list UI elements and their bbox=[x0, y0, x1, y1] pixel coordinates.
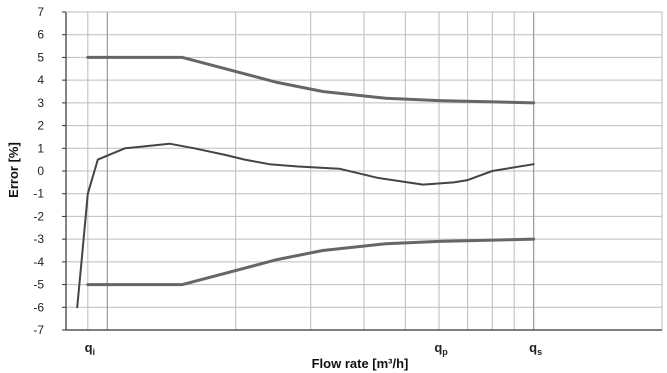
y-tick-label: 0 bbox=[37, 164, 44, 178]
y-tick-label: 4 bbox=[37, 73, 44, 87]
y-tick-label: -4 bbox=[33, 255, 44, 269]
upper-limit-line bbox=[86, 55, 536, 105]
y-tick-label: 3 bbox=[37, 96, 44, 110]
y-tick-label: -3 bbox=[33, 232, 44, 246]
y-axis-title: Error [%] bbox=[6, 142, 21, 198]
x-axis-title: Flow rate [m³/h] bbox=[312, 356, 409, 371]
x-tick-labels: qi qp qs bbox=[85, 340, 543, 357]
y-tick-label: -7 bbox=[33, 323, 44, 337]
y-tick-labels: 7 6 5 4 3 2 1 0 -1 -2 -3 -4 -5 -6 -7 bbox=[33, 5, 66, 337]
x-tick-label: qp bbox=[434, 340, 448, 357]
y-tick-label: 2 bbox=[37, 119, 44, 133]
y-tick-label: -2 bbox=[33, 209, 44, 223]
y-tick-label: 7 bbox=[37, 5, 44, 19]
x-tick-label: qs bbox=[529, 340, 542, 357]
y-tick-label: -6 bbox=[33, 300, 44, 314]
y-tick-label: -1 bbox=[33, 187, 44, 201]
y-tick-label: -5 bbox=[33, 278, 44, 292]
measured-line bbox=[76, 142, 535, 309]
y-tick-label: 5 bbox=[37, 50, 44, 64]
series-lines bbox=[76, 55, 536, 309]
lower-limit-line bbox=[86, 237, 536, 287]
grid-lines bbox=[65, 11, 663, 331]
x-tick-label: qi bbox=[85, 340, 95, 357]
y-tick-label: 6 bbox=[37, 28, 44, 42]
y-tick-label: 1 bbox=[37, 141, 44, 155]
